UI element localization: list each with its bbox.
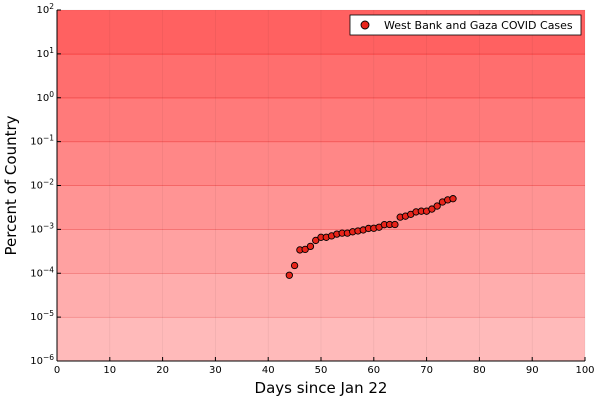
- background-band: [57, 141, 585, 186]
- data-point: [306, 242, 315, 251]
- background-band: [57, 185, 585, 230]
- x-tick-label: 20: [156, 365, 169, 376]
- x-tick-label: 50: [315, 365, 328, 376]
- legend: West Bank and Gaza COVID Cases: [349, 14, 582, 36]
- y-tick-label: 10−6: [30, 353, 54, 367]
- x-tick-label: 100: [575, 365, 594, 376]
- data-point: [391, 220, 399, 229]
- background-bands: [57, 10, 585, 362]
- background-band: [57, 97, 585, 143]
- y-tick-label: 100: [36, 90, 54, 104]
- y-tick-label: 10−2: [30, 178, 54, 192]
- y-tick-label: 101: [36, 46, 54, 60]
- y-tick-label: 10−5: [30, 309, 54, 323]
- data-point: [449, 195, 457, 203]
- y-tick-label: 102: [36, 2, 54, 16]
- x-tick-label: 40: [262, 365, 275, 376]
- x-axis-title: Days since Jan 22: [255, 379, 388, 397]
- x-tick-label: 10: [103, 365, 116, 376]
- data-point: [312, 236, 320, 245]
- x-tick-label: 60: [367, 365, 380, 376]
- legend-marker: [360, 20, 370, 30]
- axes: 0 10 20 30 40 50 60 70 80 90 100 10−6 10−5 10−4 10−3 10…: [30, 2, 594, 376]
- x-tick-label: 0: [54, 365, 60, 376]
- background-band: [57, 317, 585, 362]
- legend-box: [349, 14, 582, 36]
- background-band: [57, 53, 585, 99]
- data-points: [285, 195, 457, 279]
- y-axis-title: Percent of Country: [2, 115, 20, 255]
- data-point: [285, 271, 293, 279]
- x-tick-label: 70: [420, 365, 433, 376]
- data-point: [301, 245, 309, 254]
- y-tick-label: 10−1: [30, 134, 54, 148]
- y-tick-label: 10−3: [30, 221, 54, 235]
- y-tick-label: 10−4: [30, 265, 54, 279]
- data-point: [428, 205, 436, 213]
- x-tick-label: 30: [209, 365, 222, 376]
- background-band: [57, 273, 585, 318]
- data-point: [433, 202, 441, 210]
- x-tick-label: 90: [526, 365, 539, 376]
- data-point: [290, 261, 299, 270]
- x-tick-label: 80: [473, 365, 486, 376]
- legend-label: West Bank and Gaza COVID Cases: [384, 19, 573, 32]
